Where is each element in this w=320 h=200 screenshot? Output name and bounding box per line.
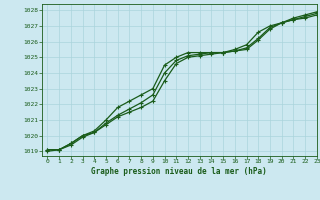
X-axis label: Graphe pression niveau de la mer (hPa): Graphe pression niveau de la mer (hPa): [91, 167, 267, 176]
